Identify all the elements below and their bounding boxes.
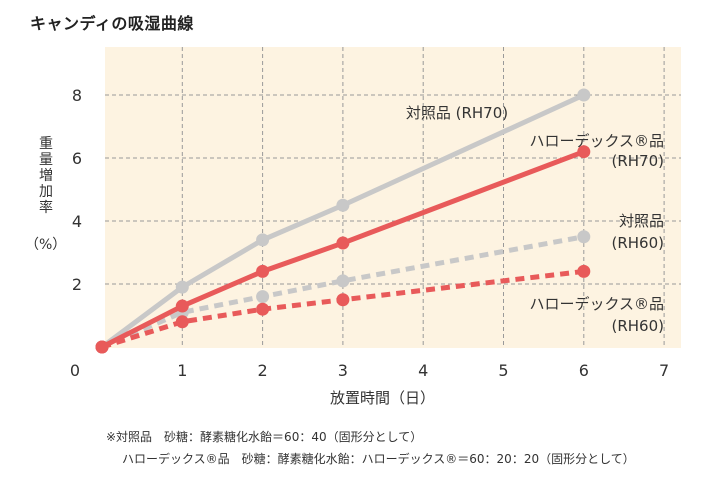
data-point [577,145,591,159]
x-tick-label: 7 [659,361,669,380]
x-tick-label: 2 [258,361,268,380]
series-label: (RH70) [612,152,665,170]
y-tick-label: 6 [72,149,82,168]
data-point [336,274,350,288]
data-point [336,198,350,212]
data-point [175,299,189,313]
data-point [336,236,350,250]
y-tick-label: 8 [72,86,82,105]
data-point [577,88,591,102]
series-label: ハローデックス®品 [529,132,664,150]
series-label: ハローデックス®品 [529,295,664,313]
x-tick-label: 3 [338,361,348,380]
y-tick-label: 4 [72,212,82,231]
y-tick-label: 2 [72,275,82,294]
series-label: 対照品 [619,212,664,230]
data-point [256,302,270,316]
footnote-hallodex: ハローデックス®品 砂糖：酵素糖化水飴：ハローデックス®＝60：20：20（固形… [122,452,635,466]
data-point [577,230,591,244]
data-point [256,290,270,304]
x-tick-label: 6 [579,361,589,380]
chart-title: キャンディの吸湿曲線 [30,14,194,33]
data-point [175,280,189,294]
y-axis-unit: （%） [25,237,67,253]
x-tick-label: 0 [70,361,80,380]
data-point [577,264,591,278]
data-point [95,340,109,354]
series-label: 対照品 (RH70) [406,104,508,122]
y-axis-label: 重量増加率 [39,136,53,216]
x-tick-label: 5 [498,361,508,380]
axis-ticks: 0 1 2 3 4 5 6 7 2 4 6 8 [70,86,669,380]
footnote-control: ※対照品 砂糖：酵素糖化水飴＝60：40（固形分として） [106,430,423,444]
x-axis-label: 放置時間（日） [330,389,436,407]
data-point [256,233,270,247]
x-tick-label: 4 [418,361,428,380]
series-label: (RH60) [612,234,665,252]
data-point [256,264,270,278]
data-point [336,293,350,307]
series-labels: 対照品 (RH70) ハローデックス®品 (RH70) 対照品 (RH60) ハローデック… [406,104,664,335]
data-point [175,315,189,329]
series-label: (RH60) [612,317,665,335]
x-tick-label: 1 [177,361,187,380]
series-lines [95,88,591,354]
